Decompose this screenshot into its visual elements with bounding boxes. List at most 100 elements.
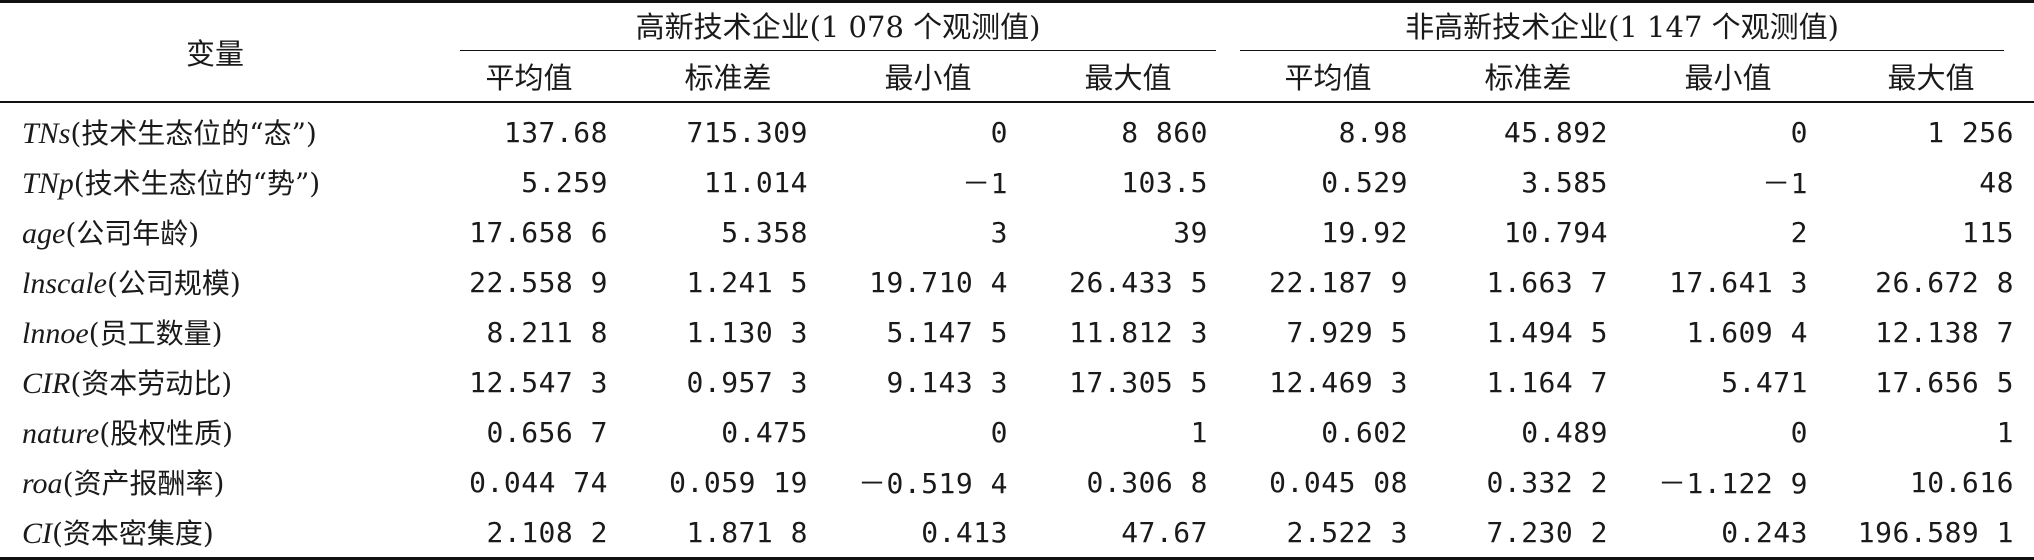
variable-code: age (22, 217, 66, 250)
group-title-non-high-tech: 非高新技术企业(1 147 个观测值) (1240, 4, 2004, 51)
value-cell-high-tech-mean: 5.259 (521, 165, 608, 199)
value-cell-non-high-tech-mean: 22.187 9 (1269, 265, 1408, 299)
value-cell-non-high-tech-mean: 0.529 (1321, 165, 1408, 199)
table-row: lnscale(公司规模) 22.558 9 1.241 5 19.710 4 26.4… (0, 257, 2034, 307)
variable-cell: CIR(资本劳动比) (0, 357, 430, 407)
value-cell-high-tech-std: 1.130 3 (686, 315, 808, 349)
column-header-min: 最小值 (1628, 51, 1828, 103)
table-row: TNs(技术生态位的“态”) 137.68 715.309 0 8 860 8.98 45.… (0, 102, 2034, 157)
column-header-max: 最大值 (1028, 51, 1228, 103)
value-cell-high-tech-max: 0.306 8 (1086, 465, 1208, 499)
variable-description: (公司规模) (106, 267, 241, 300)
variable-description: (股权性质) (99, 417, 234, 450)
variable-description: (资本密集度) (52, 517, 214, 550)
table-row: nature(股权性质) 0.656 7 0.475 0 1 0.602 0.489 0 1 (0, 407, 2034, 457)
column-header-std: 标准差 (628, 51, 828, 103)
value-cell-non-high-tech-max: 1 (1996, 415, 2014, 449)
column-header-std: 标准差 (1428, 51, 1628, 103)
table-header: 变量 高新技术企业(1 078 个观测值) 非高新技术企业(1 147 个观测值… (0, 1, 2034, 103)
value-cell-non-high-tech-mean: 19.92 (1321, 215, 1408, 249)
value-cell-high-tech-mean: 2.108 2 (486, 515, 608, 549)
value-cell-high-tech-min: 3 (990, 215, 1008, 249)
variable-cell: lnnoe(员工数量) (0, 307, 430, 357)
value-cell-high-tech-mean: 0.044 74 (469, 465, 608, 499)
value-cell-high-tech-mean: 17.658 6 (469, 215, 608, 249)
variable-code: TNp (22, 167, 74, 200)
value-cell-non-high-tech-std: 7.230 2 (1486, 515, 1608, 549)
value-cell-high-tech-max: 103.5 (1121, 165, 1208, 199)
value-cell-high-tech-max: 1 (1190, 415, 1208, 449)
column-header-mean: 平均值 (1228, 51, 1428, 103)
group-header-non-high-tech: 非高新技术企业(1 147 个观测值) (1228, 2, 2034, 52)
variable-description: (资本劳动比) (70, 367, 233, 400)
table-body: TNs(技术生态位的“态”) 137.68 715.309 0 8 860 8.98 45.… (0, 102, 2034, 559)
value-cell-high-tech-std: 1.871 8 (686, 515, 808, 549)
variable-cell: CI(资本密集度) (0, 507, 430, 559)
value-cell-non-high-tech-std: 45.892 (1503, 115, 1608, 149)
variable-description: (员工数量) (88, 317, 223, 350)
variable-code: CI (22, 517, 52, 550)
value-cell-high-tech-std: 715.309 (686, 115, 808, 149)
value-cell-high-tech-mean: 12.547 3 (469, 365, 608, 399)
value-cell-non-high-tech-max: 10.616 (1909, 465, 2014, 499)
value-cell-high-tech-mean: 0.656 7 (486, 415, 608, 449)
value-cell-high-tech-min: 9.143 3 (886, 365, 1008, 399)
table-row: CIR(资本劳动比) 12.547 3 0.957 3 9.143 3 17.305 5… (0, 357, 2034, 407)
variable-code: lnnoe (22, 317, 89, 350)
value-cell-high-tech-min: 0.413 (921, 515, 1008, 549)
group-title-high-tech: 高新技术企业(1 078 个观测值) (460, 4, 1216, 51)
value-cell-non-high-tech-min: 0.243 (1721, 515, 1808, 549)
variable-cell: nature(股权性质) (0, 407, 430, 457)
table-row: TNp(技术生态位的“势”) 5.259 11.014 －1 103.5 0.529 3.5… (0, 157, 2034, 207)
value-cell-high-tech-mean: 8.211 8 (486, 315, 608, 349)
variable-cell: TNs(技术生态位的“态”) (0, 102, 430, 157)
value-cell-high-tech-std: 5.358 (721, 215, 808, 249)
value-cell-high-tech-mean: 137.68 (503, 115, 608, 149)
value-cell-high-tech-max: 8 860 (1121, 115, 1208, 149)
variable-code: CIR (22, 367, 71, 400)
value-cell-non-high-tech-max: 26.672 8 (1875, 265, 2014, 299)
value-cell-high-tech-min: 0 (990, 415, 1008, 449)
value-cell-non-high-tech-std: 1.663 7 (1486, 265, 1608, 299)
value-cell-high-tech-max: 39 (1173, 215, 1208, 249)
value-cell-high-tech-max: 47.67 (1121, 515, 1208, 549)
variable-code: roa (22, 467, 63, 500)
value-cell-non-high-tech-max: 48 (1979, 165, 2014, 199)
column-header-mean: 平均值 (430, 51, 628, 103)
variable-column-header: 变量 (0, 1, 430, 103)
value-cell-non-high-tech-mean: 8.98 (1338, 115, 1408, 149)
table-row: lnnoe(员工数量) 8.211 8 1.130 3 5.147 5 11.812 3… (0, 307, 2034, 357)
value-cell-high-tech-max: 26.433 5 (1069, 265, 1208, 299)
value-cell-non-high-tech-max: 115 (1961, 215, 2014, 249)
variable-description: (公司年龄) (65, 217, 200, 250)
value-cell-non-high-tech-min: 0 (1790, 415, 1808, 449)
group-header-high-tech: 高新技术企业(1 078 个观测值) (430, 2, 1228, 52)
value-cell-non-high-tech-max: 12.138 7 (1875, 315, 2014, 349)
value-cell-non-high-tech-std: 1.494 5 (1486, 315, 1608, 349)
group-header-row: 变量 高新技术企业(1 078 个观测值) 非高新技术企业(1 147 个观测值… (0, 1, 2034, 103)
table-row: roa(资产报酬率) 0.044 74 0.059 19 －0.519 4 0.306 … (0, 457, 2034, 507)
value-cell-non-high-tech-mean: 12.469 3 (1269, 365, 1408, 399)
value-cell-high-tech-max: 11.812 3 (1069, 315, 1208, 349)
variable-code: nature (22, 417, 100, 450)
sub-header-row: 平均值 标准差 最小值 最大值 平均值 标准差 最小值 最大值 (0, 51, 2034, 103)
table-row: age(公司年龄) 17.658 6 5.358 3 39 19.92 10.794 2 115 (0, 207, 2034, 257)
value-cell-non-high-tech-min: 0 (1790, 115, 1808, 149)
value-cell-non-high-tech-max: 1 256 (1927, 115, 2014, 149)
variable-code: TNs (22, 117, 71, 150)
value-cell-non-high-tech-min: 1.609 4 (1686, 315, 1808, 349)
value-cell-high-tech-std: 1.241 5 (686, 265, 808, 299)
value-cell-high-tech-std: 11.014 (703, 165, 808, 199)
column-header-min: 最小值 (828, 51, 1028, 103)
variable-code: lnscale (22, 267, 107, 300)
value-cell-non-high-tech-std: 10.794 (1503, 215, 1608, 249)
variable-description: (资产报酬率) (62, 467, 225, 500)
value-cell-non-high-tech-min: 5.471 (1721, 365, 1808, 399)
variable-description: (技术生态位的“态”) (70, 117, 317, 150)
value-cell-non-high-tech-std: 0.332 2 (1486, 465, 1608, 499)
value-cell-non-high-tech-std: 0.489 (1521, 415, 1608, 449)
value-cell-non-high-tech-min: －1 (1762, 167, 1808, 200)
value-cell-non-high-tech-std: 3.585 (1521, 165, 1608, 199)
value-cell-non-high-tech-min: －1.122 9 (1657, 467, 1808, 500)
